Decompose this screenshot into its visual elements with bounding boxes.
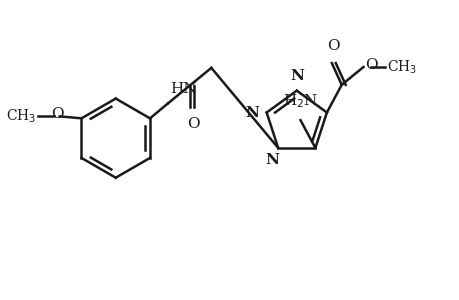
Text: H$_2$N: H$_2$N xyxy=(282,93,318,110)
Text: N: N xyxy=(289,69,303,83)
Text: O: O xyxy=(327,39,339,53)
Text: CH$_3$: CH$_3$ xyxy=(386,58,417,76)
Text: O: O xyxy=(187,117,199,131)
Text: HN: HN xyxy=(169,82,196,96)
Text: N: N xyxy=(265,153,279,167)
Text: O: O xyxy=(364,58,377,72)
Text: N: N xyxy=(244,106,258,119)
Text: CH$_3$: CH$_3$ xyxy=(6,108,36,125)
Text: O: O xyxy=(51,107,64,122)
